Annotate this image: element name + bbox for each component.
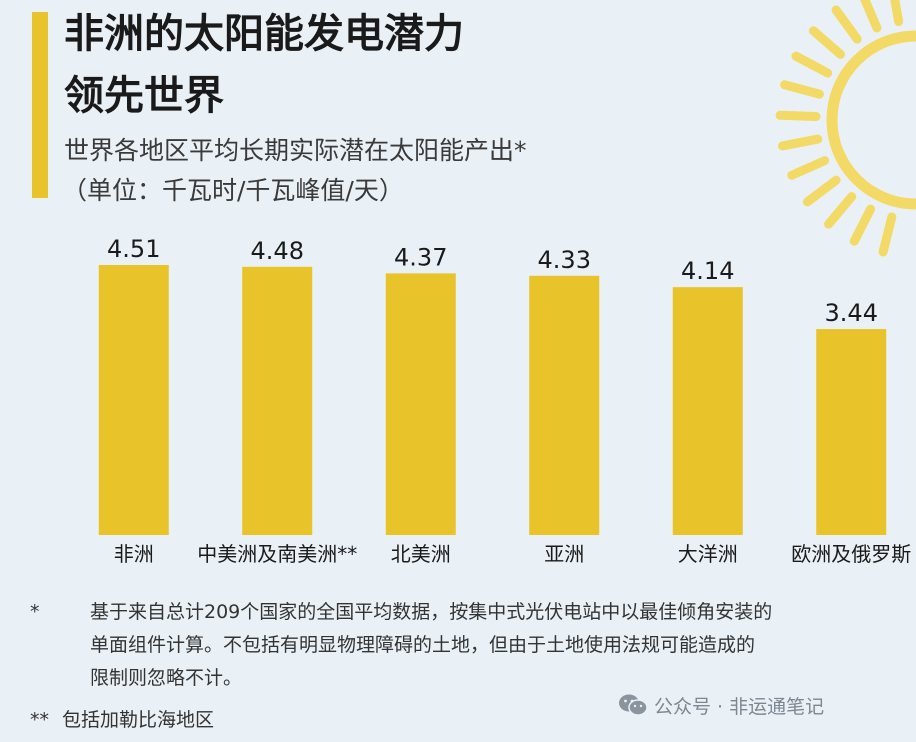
sun-ray bbox=[802, 175, 841, 207]
footnote-line-3: 限制则忽略不计。 bbox=[90, 667, 243, 689]
bar-chart: 4.51 4.48 4.37 4.33 4.14 3.44 bbox=[98, 235, 887, 535]
bar-5 bbox=[816, 329, 887, 535]
footnote-line-2: 单面组件计算。不包括有明显物理障碍的土地，但由于土地使用法规可能造成的 bbox=[90, 634, 756, 656]
category-label-3: 亚洲 bbox=[544, 542, 585, 566]
watermark-text: 公众号 · 非运通笔记 bbox=[654, 695, 825, 718]
chart-title-line-2: 领先世界 bbox=[64, 73, 224, 119]
sun-ray bbox=[890, 0, 904, 27]
sun-disc bbox=[826, 30, 916, 210]
category-label-1: 中美洲及南美洲** bbox=[197, 542, 358, 566]
sun-ray bbox=[787, 156, 830, 180]
sun-ray bbox=[831, 5, 862, 44]
sun-ray bbox=[849, 204, 876, 246]
footnote-line-1: 基于来自总计209个国家的全国平均数据，按集中式光伏电站中以最佳倾角安装的 bbox=[90, 601, 773, 623]
footnote-2-marker: ** bbox=[30, 709, 49, 731]
value-label-5: 3.44 bbox=[825, 299, 878, 327]
footnote-2-text: 包括加勒比海地区 bbox=[62, 709, 215, 731]
bar-3 bbox=[529, 275, 600, 535]
sun-ray bbox=[777, 134, 823, 151]
sun-ray bbox=[791, 51, 833, 78]
wechat-icon bbox=[619, 694, 648, 716]
category-label-5: 欧洲及俄罗斯 bbox=[791, 542, 912, 566]
sun-ray bbox=[824, 192, 857, 229]
bar-4 bbox=[672, 287, 743, 535]
watermark: 公众号 · 非运通笔记 bbox=[618, 689, 824, 721]
sun-ray bbox=[780, 80, 824, 99]
category-label-0: 非洲 bbox=[113, 542, 154, 566]
title-accent-bar bbox=[32, 12, 48, 198]
sun-icon bbox=[775, 0, 916, 257]
value-label-2: 4.37 bbox=[394, 243, 447, 271]
value-label-0: 4.51 bbox=[107, 235, 160, 263]
bar-2 bbox=[385, 273, 456, 535]
sun-ray bbox=[860, 0, 882, 33]
bar-1 bbox=[242, 266, 313, 535]
chart-subtitle: 世界各地区平均长期实际潜在太阳能产出* bbox=[64, 136, 527, 165]
category-label-4: 大洋洲 bbox=[677, 542, 738, 566]
sun-ray bbox=[808, 26, 846, 59]
value-label-4: 4.14 bbox=[681, 257, 734, 285]
sun-ray bbox=[775, 110, 821, 122]
category-label-2: 北美洲 bbox=[390, 542, 451, 566]
footnote-marker: * bbox=[30, 601, 40, 623]
value-label-1: 4.48 bbox=[251, 237, 304, 265]
chart-title-line-1: 非洲的太阳能发电潜力 bbox=[64, 11, 464, 57]
sun-ray bbox=[878, 212, 897, 257]
unit-label: （单位：千瓦时/千瓦峰值/天） bbox=[62, 176, 404, 205]
value-label-3: 4.33 bbox=[538, 246, 591, 274]
bar-0 bbox=[98, 265, 169, 535]
